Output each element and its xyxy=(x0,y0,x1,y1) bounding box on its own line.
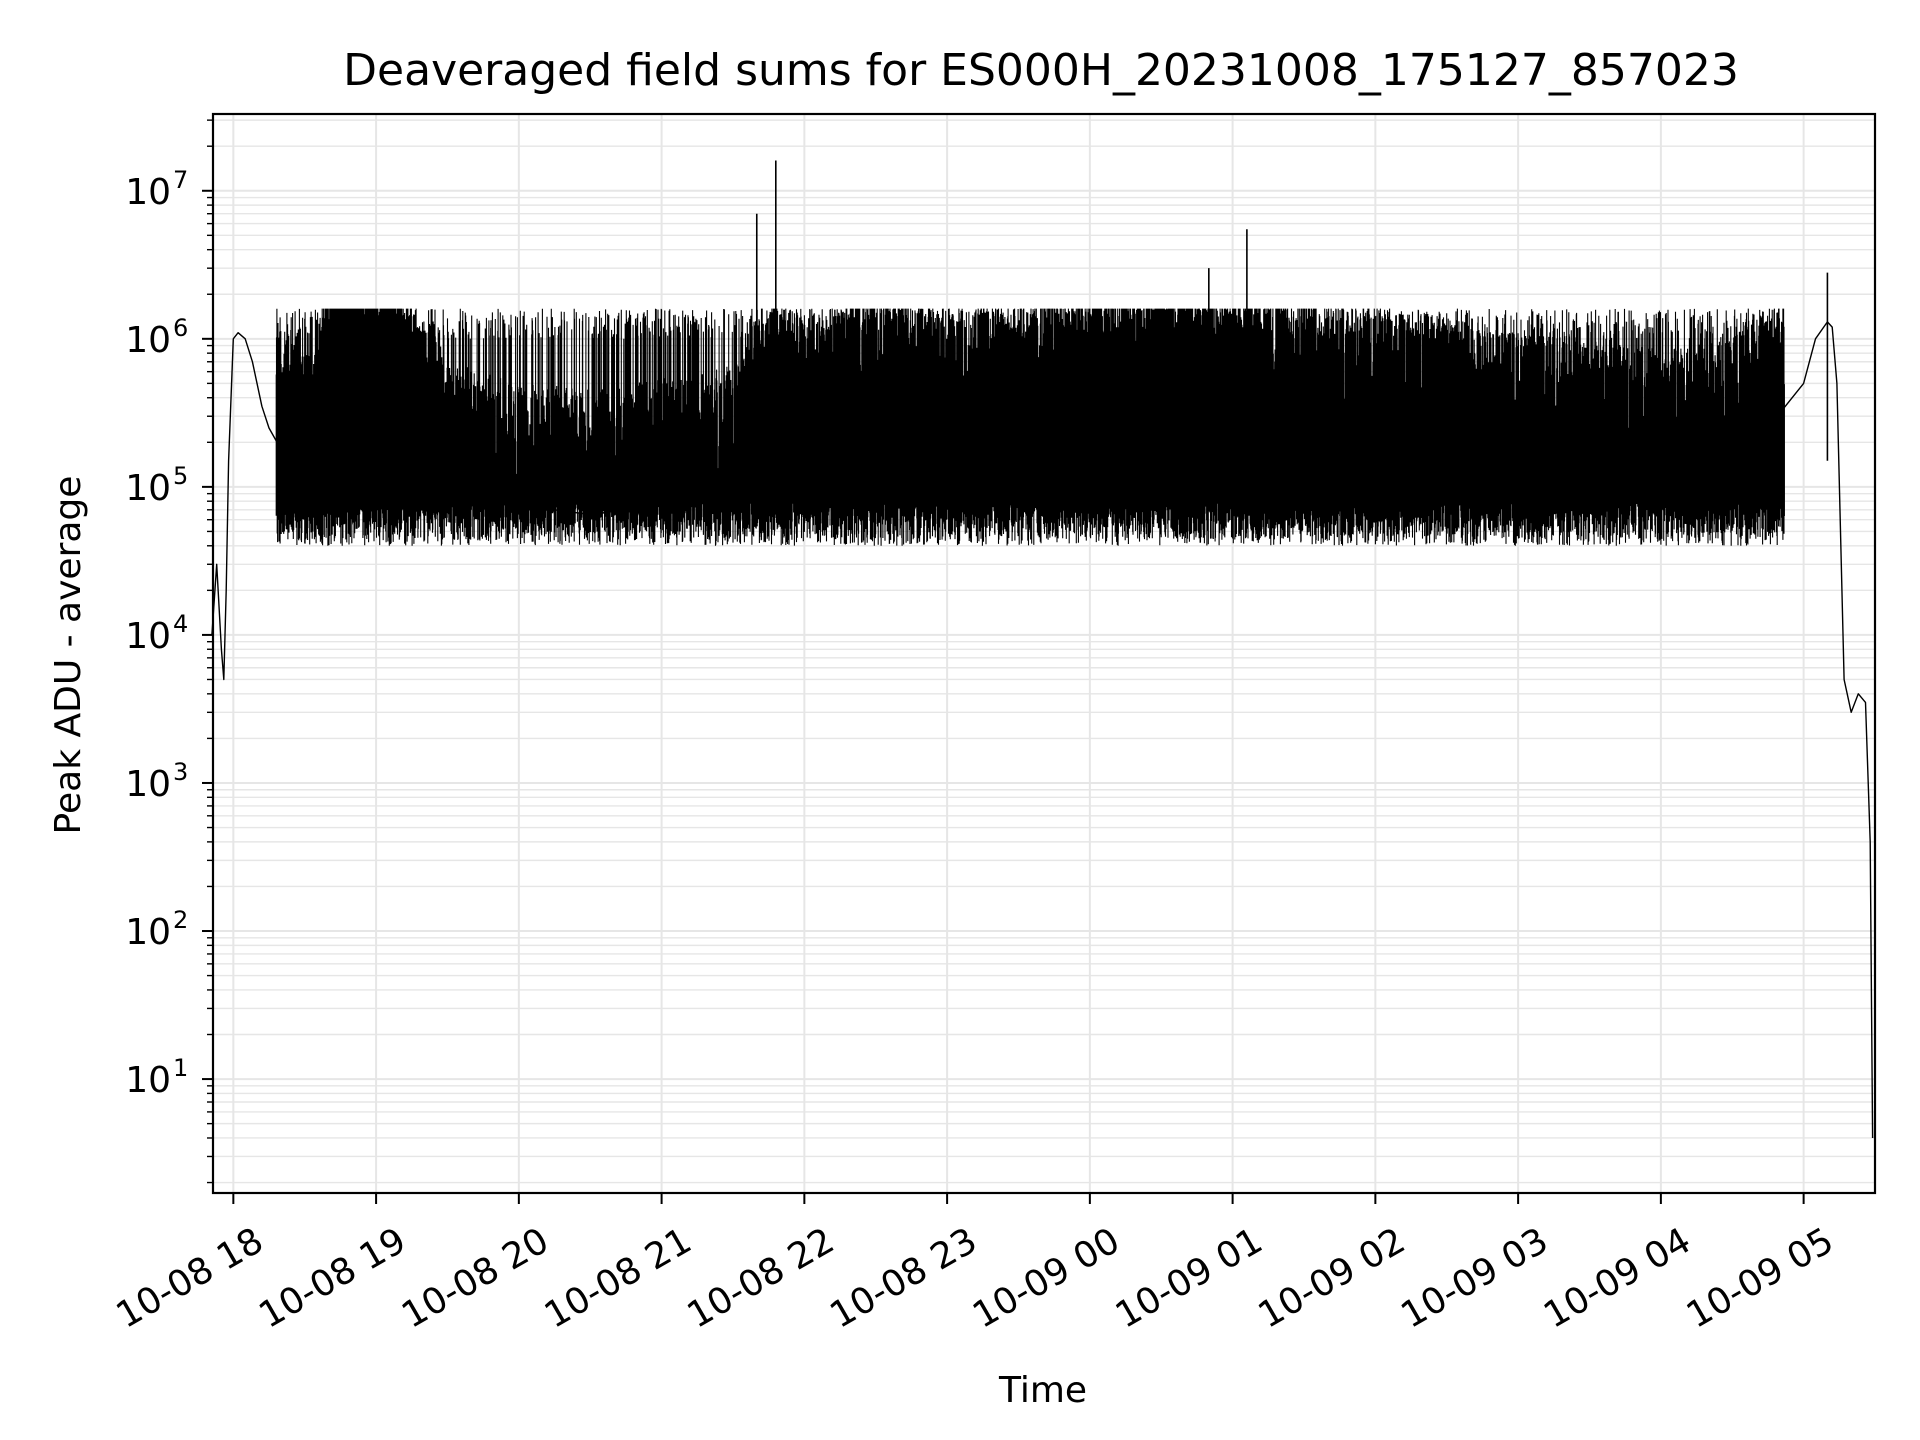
y-tick-label: 10 xyxy=(125,172,171,213)
y-tick-exponent: 3 xyxy=(173,758,188,786)
y-axis-label: Peak ADU - average xyxy=(48,476,89,835)
y-tick-exponent: 5 xyxy=(173,462,188,490)
grid xyxy=(213,114,1875,1193)
y-tick-label: 10 xyxy=(125,912,171,953)
spike-lines xyxy=(755,160,1829,461)
y-tick-exponent: 6 xyxy=(173,314,188,342)
y-tick-label: 10 xyxy=(125,320,171,361)
y-tick-label: 10 xyxy=(125,616,171,657)
y-tick-exponent: 1 xyxy=(173,1054,188,1082)
y-tick-label: 10 xyxy=(125,468,171,509)
y-tick-label: 10 xyxy=(125,764,171,805)
y-tick-exponent: 2 xyxy=(173,906,188,934)
y-tick-exponent: 7 xyxy=(173,166,188,194)
noise-band xyxy=(275,308,1785,546)
y-tick-exponent: 4 xyxy=(173,610,188,638)
y-tick-label: 10 xyxy=(125,1060,171,1101)
chart-title: Deaveraged field sums for ES000H_2023100… xyxy=(343,45,1739,96)
series-line xyxy=(211,321,1874,1139)
x-axis-label: Time xyxy=(998,1370,1087,1411)
noise-band-path xyxy=(275,308,1785,546)
plot-area xyxy=(211,112,1877,1195)
